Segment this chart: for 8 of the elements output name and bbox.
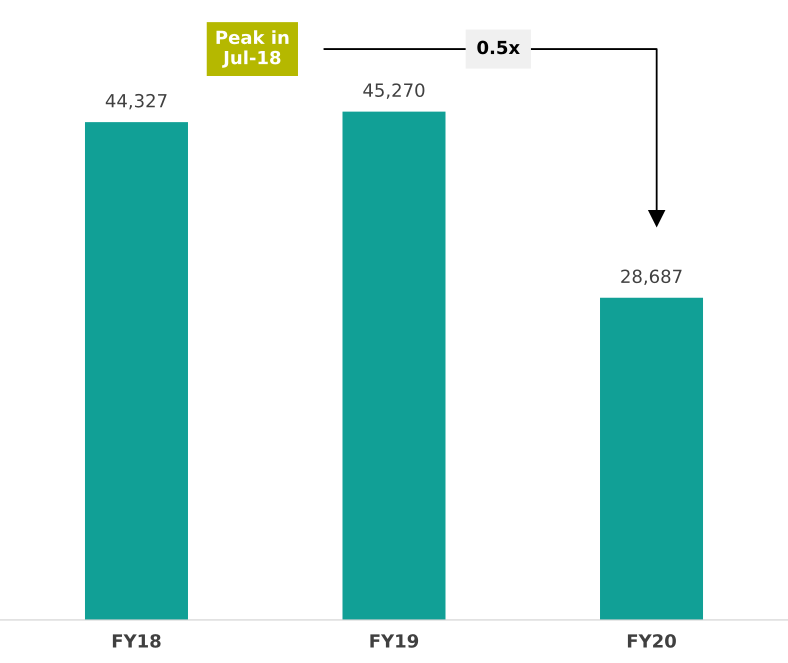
data-label: 44,327 xyxy=(106,94,167,110)
x-tick-label: FY19 xyxy=(370,634,418,648)
data-label: 45,270 xyxy=(363,83,424,99)
text: Peak in Jul-18 xyxy=(216,30,288,68)
x-tick-label: FY18 xyxy=(112,634,161,648)
x-tick-label: FY20 xyxy=(628,634,676,648)
text: 0.5x xyxy=(477,40,520,54)
data-label: 28,687 xyxy=(621,270,682,286)
